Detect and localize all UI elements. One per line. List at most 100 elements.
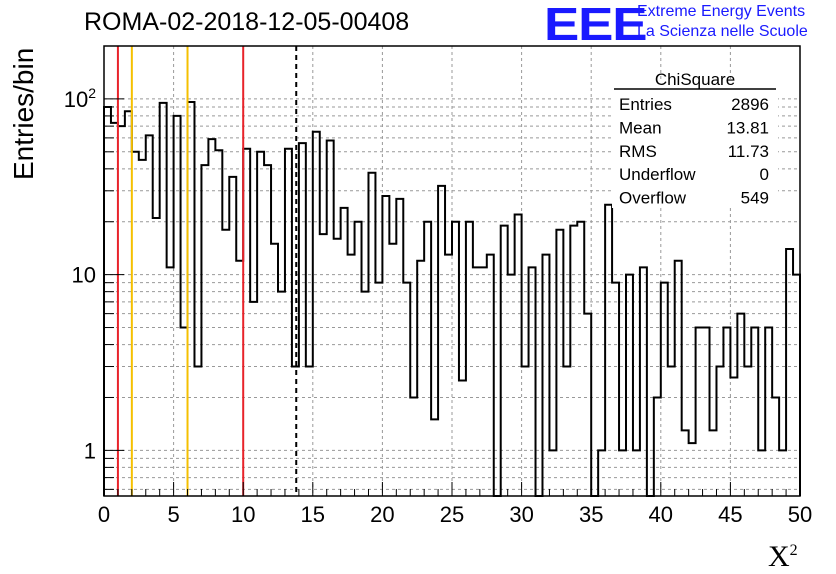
chart-title: ROMA-02-2018-12-05-00408 [84, 8, 410, 36]
stats-row-value: 11.73 [728, 142, 769, 161]
logo-tagline-2: La Scienza nelle Scuole [637, 23, 808, 40]
histogram-bin [640, 267, 647, 496]
stats-box-background [612, 80, 778, 208]
histogram-bin [125, 111, 132, 496]
x-tick-label: 25 [440, 502, 464, 527]
histogram-bin [619, 450, 626, 496]
histogram-bin [146, 135, 153, 496]
x-axis-label-base: X [768, 540, 790, 573]
histogram-bin [153, 218, 160, 496]
histogram-bin [508, 275, 515, 496]
stats-row-value: 0 [760, 165, 769, 184]
stats-row-value: 2896 [731, 95, 769, 114]
histogram-bin [438, 186, 445, 496]
histogram-bin [431, 419, 438, 496]
histogram-bin [542, 255, 549, 496]
histogram-bin [215, 150, 222, 496]
stats-row-label: Entries [619, 95, 672, 114]
x-tick-label: 0 [98, 502, 110, 527]
histogram-bin [139, 160, 146, 496]
histogram-bin [744, 367, 751, 496]
histogram-bin [626, 275, 633, 496]
histogram-bin [410, 397, 417, 496]
stats-row-label: Mean [619, 118, 662, 137]
histogram-bin [424, 222, 431, 496]
histogram-bin [612, 283, 619, 496]
histogram-bin [368, 173, 375, 496]
histogram-bin [160, 103, 167, 496]
histogram-bin [577, 222, 584, 496]
histogram-bin [327, 140, 334, 496]
histogram-bin [445, 255, 452, 496]
histogram-series [103, 101, 801, 497]
histogram-bin [605, 205, 612, 496]
y-tick-exponent: 2 [88, 85, 96, 101]
histogram-bin [522, 367, 529, 496]
histogram-bin [167, 267, 174, 496]
y-tick-label: 102 [64, 85, 96, 112]
histogram-bin [355, 222, 362, 496]
histogram-bin [487, 255, 494, 496]
x-tick-label: 50 [788, 502, 812, 527]
histogram-bin [271, 244, 278, 496]
histogram-bin [334, 239, 341, 496]
histogram-bin [563, 367, 570, 496]
histogram-bin [181, 328, 188, 496]
histogram-bin [668, 367, 675, 496]
histogram-bin [661, 283, 668, 496]
histogram-bin [786, 249, 793, 496]
histogram-bin [174, 116, 181, 496]
histogram-bin [501, 226, 508, 496]
histogram-bin [236, 261, 243, 496]
histogram-bin [473, 267, 480, 496]
histogram-bin [306, 367, 313, 496]
histogram-bin [710, 430, 717, 496]
histogram-bin [689, 443, 696, 496]
x-tick-label: 15 [301, 502, 325, 527]
histogram-bin [772, 397, 779, 496]
histogram-bin [299, 143, 306, 496]
histogram-bin [793, 275, 800, 496]
x-tick-label: 20 [370, 502, 394, 527]
histogram-bin [549, 450, 556, 496]
histogram-bin [556, 230, 563, 496]
histogram-bin [194, 367, 201, 496]
histogram-bin [375, 283, 382, 496]
histogram-bin [285, 149, 292, 496]
histogram-bin [452, 222, 459, 496]
histogram-bin [480, 267, 487, 496]
histogram-bin [188, 102, 195, 496]
x-axis-label: X2 [768, 540, 798, 574]
histogram-bin [313, 132, 320, 496]
histogram-bin [417, 261, 424, 496]
histogram-bin [730, 377, 737, 496]
x-tick-label: 5 [167, 502, 179, 527]
histogram-bin [459, 380, 466, 496]
y-tick-label: 1 [84, 438, 96, 463]
histogram-bin [466, 222, 473, 496]
histogram-bin [264, 165, 271, 496]
histogram-bin [389, 244, 396, 496]
histogram-bin [515, 214, 522, 496]
histogram-bin [250, 302, 257, 496]
stats-row-label: Underflow [619, 165, 696, 184]
y-tick-label: 10 [72, 263, 96, 288]
histogram-bin [118, 126, 125, 496]
histogram-bin [341, 208, 348, 496]
histogram-bin [201, 165, 208, 496]
histogram-bin [320, 234, 327, 496]
histogram-bin [696, 328, 703, 496]
histogram-bin [633, 450, 640, 496]
histogram-bin [348, 255, 355, 496]
histogram-bin [222, 230, 229, 496]
histogram-bin [243, 149, 250, 496]
stats-row-value: 13.81 [726, 118, 769, 137]
x-axis-label-sup: 2 [789, 542, 798, 559]
histogram-bin [292, 367, 299, 496]
histogram-bin [111, 123, 118, 496]
histogram-bin [682, 430, 689, 496]
eee-logo: EEE [544, 0, 648, 50]
histogram-bin [758, 450, 765, 496]
histogram-bin [132, 152, 139, 496]
